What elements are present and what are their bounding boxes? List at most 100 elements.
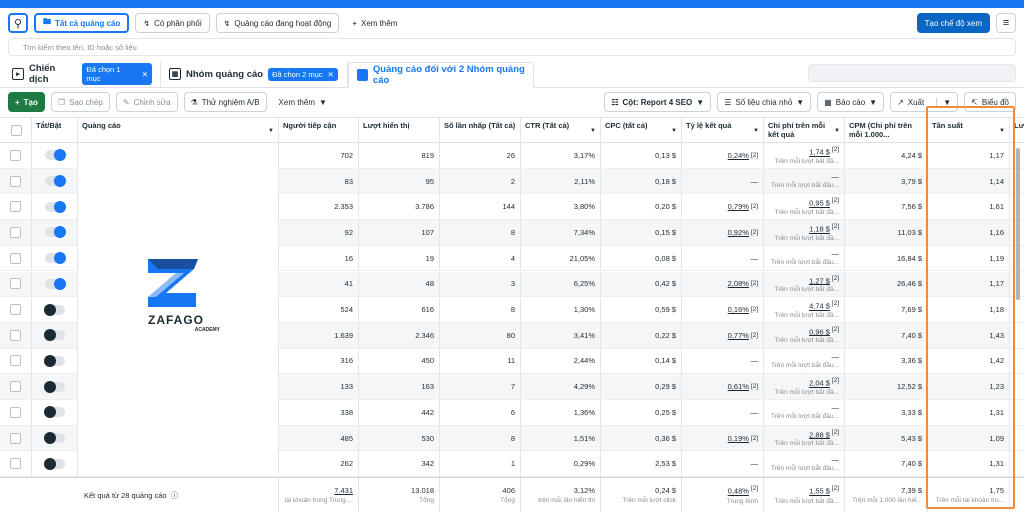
delivery-toggle[interactable] — [44, 277, 66, 290]
delivery-toggle[interactable] — [43, 303, 65, 316]
delivery-toggle[interactable] — [43, 380, 65, 393]
row-checkbox[interactable] — [10, 175, 21, 187]
cell-cost-per-result: 2,88 $ [2] Trên mỗi lượt bắt đầ... — [764, 425, 845, 451]
adset-selection-chip[interactable]: Đã chọn 2 mục ✕ — [268, 67, 338, 81]
delivery-toggle[interactable] — [44, 149, 66, 162]
tab-all-ads[interactable]: 🖿 Tất cả quảng cáo — [34, 13, 130, 33]
header-next-column[interactable]: Lư — [1014, 121, 1024, 130]
tab-adsets[interactable]: ▦ Nhóm quảng cáo Đã chọn 2 mục ✕ — [161, 61, 348, 87]
row-checkbox[interactable] — [10, 406, 21, 418]
row-checkbox-cell — [0, 451, 32, 477]
header-cpm[interactable]: CPM (Chi phí trên mỗi 1.000... — [845, 118, 928, 144]
table-row[interactable]: 338 442 6 1,36% 0,25 $ — — Trên mỗi lượt bắt đầ… — [0, 400, 1024, 426]
breakdown-icon: ☰ — [724, 97, 732, 107]
delivery-toggle[interactable] — [44, 175, 66, 188]
delivery-toggle[interactable] — [43, 329, 65, 342]
table-row[interactable]: 41 48 3 6,25% 0,42 $2,08% [2] 1,27 $ [2] Trên … — [0, 271, 1024, 298]
export-button[interactable]: ↗ Xuất ▼ — [890, 92, 959, 112]
table-row[interactable]: 262 342 1 0,29% 2,53 $ — — Trên mỗi lượt bắt đầ… — [0, 451, 1024, 478]
delivery-toggle[interactable] — [44, 200, 66, 213]
caret-down-icon: ▼ — [268, 128, 274, 134]
footer-impressions: 13.018 Tổng — [359, 478, 440, 512]
chart-button[interactable]: ↸ Biểu đồ — [964, 92, 1016, 112]
row-checkbox[interactable] — [10, 381, 21, 393]
row-checkbox[interactable] — [10, 432, 21, 444]
footer-reach: 7.431 tài khoản trong Trung ... — [279, 478, 359, 512]
ab-test-button[interactable]: ⚗ Thử nghiệm A/B — [183, 92, 267, 112]
row-checkbox[interactable] — [10, 226, 21, 238]
row-checkbox[interactable] — [10, 355, 21, 367]
delivery-toggle[interactable] — [43, 457, 65, 470]
table-row[interactable]: 133 163 7 4,29% 0,29 $0,61% [2] 2,04 $ [2] Trê… — [0, 374, 1024, 400]
campaign-selection-chip[interactable]: Đã chọn 1 mục ✕ — [82, 63, 152, 85]
cell-ctr: 0,29% — [521, 451, 601, 477]
delivery-toggle[interactable] — [44, 226, 66, 239]
table-row[interactable]: 524 616 8 1,30% 0,59 $0,16% [2] 4,74 $ [2] Trê… — [0, 297, 1024, 323]
more-views-button[interactable]: + Xem thêm — [345, 13, 405, 33]
more-actions-dropdown[interactable]: Xem thêm ▼ — [272, 92, 333, 112]
caret-down-icon: ▼ — [590, 128, 596, 134]
columns-dropdown[interactable]: ☷ Cột: Report 4 SEO ▼ — [604, 92, 712, 112]
flask-icon: ⚗ — [190, 97, 198, 107]
cell-reach: 524 — [279, 297, 359, 322]
header-cpc[interactable]: CPC (tất cả) ▼ — [601, 118, 682, 144]
breakdown-dropdown[interactable]: ☰ Số liệu chia nhỏ ▼ — [717, 92, 812, 112]
table-row[interactable]: 485 530 8 1,51% 0,36 $0,19% [2] 2,88 $ [2] Trê… — [0, 425, 1024, 452]
delivery-toggle[interactable] — [44, 252, 66, 265]
table-row[interactable]: 2.353 3.786 144 3,80% 0,20 $0,79% [2] 0,95 $ … — [0, 194, 1024, 221]
delivery-toggle[interactable] — [43, 354, 65, 367]
header-impressions[interactable]: Lượt hiển thị — [359, 118, 440, 144]
date-range-box[interactable] — [808, 64, 1016, 82]
table-row[interactable]: 702 819 26 3,17% 0,13 $0,24% [2] 1,74 $ [2] Tr… — [0, 143, 1024, 169]
header-ad[interactable]: Quảng cáo ▼ — [78, 118, 279, 144]
close-icon[interactable]: ✕ — [141, 69, 148, 79]
row-checkbox[interactable] — [10, 278, 21, 290]
row-checkbox[interactable] — [10, 252, 21, 264]
reports-dropdown[interactable]: ▦ Báo cáo ▼ — [817, 92, 885, 112]
toggle-cell — [32, 168, 78, 194]
toggle-cell — [32, 374, 78, 399]
create-view-button[interactable]: Tạo chế độ xem — [916, 13, 990, 33]
cell-cpc: 0,20 $ — [601, 194, 682, 220]
campaign-icon: ▸ — [12, 68, 24, 80]
create-button[interactable]: + Tạo — [8, 92, 45, 112]
row-checkbox[interactable] — [10, 329, 21, 341]
copy-icon: ❐ — [57, 97, 66, 107]
caret-down-icon[interactable]: ▼ — [936, 97, 951, 107]
row-checkbox[interactable] — [10, 458, 21, 470]
tab-ads[interactable]: Quảng cáo đối với 2 Nhóm quảng cáo — [348, 62, 534, 88]
header-reach[interactable]: Người tiếp cận — [279, 118, 359, 144]
search-input[interactable]: Tìm kiếm theo tên, ID hoặc số liệu — [8, 38, 1016, 56]
cell-reach: 702 — [279, 143, 359, 168]
tab-delivering[interactable]: ↯ Có phân phối — [135, 13, 210, 33]
row-checkbox[interactable] — [10, 149, 21, 161]
delivery-toggle[interactable] — [43, 432, 65, 445]
header-ctr[interactable]: CTR (Tất cả) ▼ — [521, 118, 601, 144]
table-row[interactable]: 16 19 4 21,05% 0,08 $ — — Trên mỗi lượt bắt đầu… — [0, 245, 1024, 272]
cell-reach: 16 — [279, 245, 359, 271]
table-row[interactable]: 316 450 11 2,44% 0,14 $ — — Trên mỗi lượt bắt đ… — [0, 348, 1024, 375]
info-icon[interactable]: ⓘ — [170, 490, 179, 500]
header-frequency[interactable]: Tần suất ▼ — [928, 118, 1010, 144]
table-row[interactable]: 92 107 8 7,34% 0,15 $0,92% [2] 1,18 $ [2] Trên… — [0, 220, 1024, 246]
edit-button[interactable]: ✎ Chỉnh sửa — [115, 92, 178, 112]
cell-cost-per-result: 0,95 $ [2] Trên mỗi lượt bắt đầ... — [764, 194, 845, 220]
search-toggle-button[interactable]: ⚲ — [8, 13, 28, 33]
header-clicks[interactable]: Số lần nhấp (Tất cả) — [440, 118, 521, 144]
tab-campaigns[interactable]: ▸ Chiến dịch Đã chọn 1 mục ✕ — [0, 61, 161, 87]
vertical-scrollbar[interactable] — [1016, 148, 1020, 300]
header-cost-per-result[interactable]: Chi phí trên mỗi kết quả ▼ — [764, 118, 845, 144]
tab-active-ads[interactable]: ↯ Quảng cáo đang hoạt động — [215, 13, 340, 33]
header-result-rate[interactable]: Tỷ lệ kết quả ▼ — [682, 118, 764, 144]
close-icon[interactable]: ✕ — [327, 69, 334, 79]
table-row[interactable]: 1.639 2.346 80 3,41% 0,22 $0,77% [2] 0,96 $ [… — [0, 322, 1024, 349]
copy-button[interactable]: ❐ Sao chép — [50, 92, 110, 112]
row-checkbox[interactable] — [10, 201, 21, 213]
row-checkbox[interactable] — [10, 304, 21, 316]
toggle-cell — [32, 297, 78, 322]
select-all-checkbox[interactable] — [11, 125, 22, 136]
delivery-toggle[interactable] — [43, 406, 65, 419]
view-settings-button[interactable]: ≡ — [996, 13, 1016, 33]
table-row[interactable]: 83 95 2 2,11% 0,18 $ — — Trên mỗi lượt bắt đầu.… — [0, 168, 1024, 195]
cell-impr: 107 — [359, 220, 440, 245]
